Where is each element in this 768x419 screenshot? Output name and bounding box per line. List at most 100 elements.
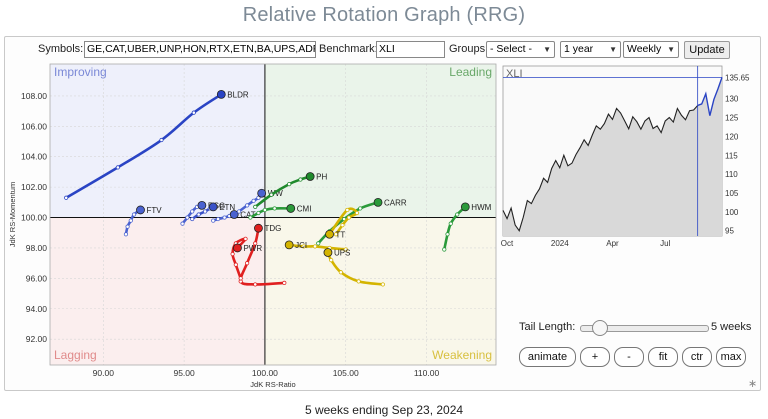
interval-select-value: Weekly [627,43,662,55]
tail-point [272,206,277,211]
tail-point [354,210,360,216]
y-tick-label: 92.00 [26,334,48,344]
tail-point [222,215,227,220]
head-point [325,229,334,239]
zoom-in-button[interactable]: + [580,347,610,367]
tail-point [215,216,221,222]
series-label-jci: JCI [295,241,307,250]
x-tick-label: 110.00 [414,368,440,378]
xli-x-tick-label: Apr [606,239,619,248]
xli-price-line [502,105,699,232]
tail-point [253,204,258,209]
series-label-tt: TT [336,230,346,239]
xli-x-tick-label: Oct [501,239,514,248]
series-cat: CAT [211,210,256,223]
series-label-pwr: PWR [243,244,262,253]
tail-point [180,221,185,226]
center-button[interactable]: ctr [682,347,712,367]
tail-point [358,206,363,211]
series-ww: WW [236,188,284,214]
tail-point [356,279,361,284]
xli-y-tick-label: 95 [725,227,734,236]
animate-button[interactable]: animate [519,347,576,367]
tail-point [196,212,201,217]
tail-length-slider[interactable] [580,325,709,332]
period-select[interactable]: 1 year ▼ [560,41,621,58]
x-tick-label: 95.00 [173,368,195,378]
tail-point [253,282,258,287]
head-point [257,188,267,198]
tail-point [190,209,195,214]
interval-select[interactable]: Weekly ▼ [623,41,679,58]
tail-length-label: Tail Length: [519,321,576,333]
tail-point [442,247,447,252]
tail-point [245,261,250,266]
tail-point [191,110,196,115]
update-button[interactable]: Update [684,41,730,59]
tail-point [131,212,137,217]
y-tick-label: 94.00 [26,304,48,314]
y-axis-label: JdK RS-Momentum [8,182,17,247]
series-label-ww: WW [268,189,284,198]
head-point [284,240,294,250]
series-label-hwm: HWM [471,203,491,212]
chevron-down-icon: ▼ [609,45,617,54]
x-tick-label: 90.00 [93,368,115,378]
series-label-ups: UPS [334,249,350,258]
quadrant-lagging [50,217,265,365]
head-point [460,202,470,212]
tail-point [243,236,248,241]
head-point [136,205,145,215]
head-point [305,172,315,181]
tail-point [340,223,345,228]
quadrant-improving [50,64,265,218]
tail-point [455,212,460,217]
tail-point [248,215,253,220]
quadrant-label-leading: Leading [449,65,492,79]
head-point [254,223,263,233]
xli-tail-window-line [697,77,723,116]
tail-point [282,280,287,286]
series-label-carr: CARR [384,198,407,207]
head-point [216,90,226,99]
tail-point [245,203,250,208]
head-point [197,200,207,210]
resize-grip-icon[interactable]: ∗ [748,378,758,390]
groups-select[interactable]: - Select - ▼ [486,41,555,58]
groups-select-value: - Select - [490,43,533,55]
tail-point [211,218,216,223]
tail-point [329,258,334,263]
series-hwm: HWM [442,202,492,252]
tail-point [287,181,292,187]
series-tt: TT [325,207,360,239]
xli-y-tick-label: 105 [725,189,739,198]
tail-point [380,282,385,287]
series-etn: ETN [190,202,235,222]
chevron-down-icon: ▼ [543,45,551,54]
series-label-cmi: CMI [297,204,312,213]
chevron-down-icon: ▼ [667,45,675,54]
x-axis-label: JdK RS-Ratio [250,380,295,389]
benchmark-input[interactable]: XLI [376,41,445,58]
tail-point [316,241,321,246]
series-tdg: TDG [238,223,287,287]
zoom-out-button[interactable]: - [614,347,644,367]
series-label-bldr: BLDR [227,90,249,99]
series-label-tdg: TDG [264,224,281,233]
head-point [323,248,333,257]
y-tick-label: 102.00 [21,182,47,192]
xli-y-tick-label: 130 [725,95,739,104]
xli-area-fill [503,77,722,237]
xli-y-tick-label: 110 [725,170,738,179]
max-button[interactable]: max [716,347,746,367]
fit-button[interactable]: fit [648,347,678,367]
quadrant-leading [264,64,496,218]
symbols-input[interactable]: GE,CAT,UBER,UNP,HON,RTX,ETN,BA,UPS,ADP,L [84,41,316,58]
quadrant-label-lagging: Lagging [54,348,97,362]
tail-point [312,244,318,249]
tail-point [64,195,69,200]
tail-point [345,207,350,213]
series-ftv: FTV [123,205,162,237]
tail-length-slider-handle[interactable] [592,320,608,336]
